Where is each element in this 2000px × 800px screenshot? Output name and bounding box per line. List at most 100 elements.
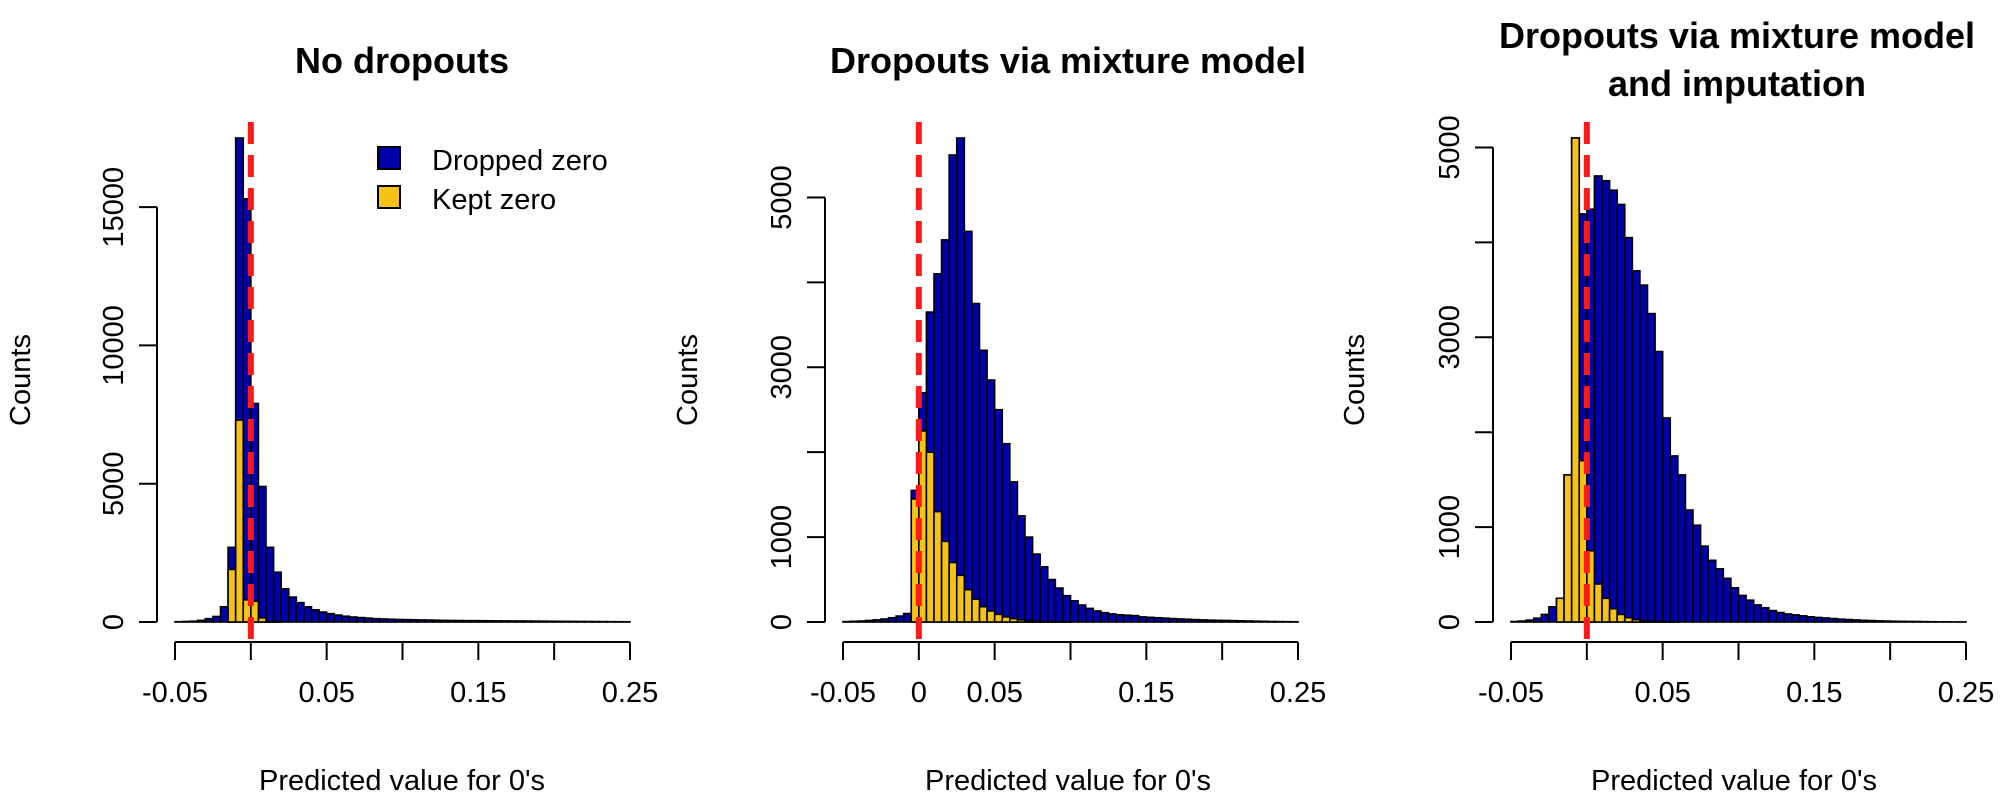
dropped-zero-bars (1510, 137, 1967, 623)
bar-dropped-zero (341, 615, 351, 623)
bar-dropped-zero (1836, 618, 1846, 623)
y-tick-label: 5000 (98, 451, 130, 516)
bar-dropped-zero (568, 620, 578, 623)
x-tick-label: 0.05 (298, 677, 354, 709)
bar-dropped-zero (1608, 189, 1618, 623)
bar-dropped-zero (560, 620, 571, 623)
bar-dropped-zero (1024, 536, 1034, 623)
kept-zero-bars (910, 430, 1072, 623)
bar-dropped-zero (1783, 613, 1793, 623)
y-tick-label: 3000 (1434, 305, 1466, 370)
bar-dropped-zero (1251, 620, 1261, 623)
y-tick-label: 0 (766, 614, 798, 630)
bar-kept-zero (1039, 620, 1049, 623)
bar-dropped-zero (1160, 617, 1170, 623)
y-tick-label: 15000 (98, 167, 130, 248)
x-tick-label: 0.05 (1634, 677, 1690, 709)
axes: 0 1000 3000 5000 -0.05 0 0.05 0.15 0.25 (766, 165, 1326, 709)
bar-dropped-zero (287, 596, 298, 623)
x-tick-label: -0.05 (142, 677, 208, 709)
legend-swatch-kept-zero (377, 185, 401, 209)
bar-dropped-zero (181, 620, 191, 623)
bar-dropped-zero (1843, 618, 1854, 623)
x-tick-label: -0.05 (1478, 677, 1544, 709)
bar-dropped-zero (1616, 203, 1626, 623)
bar-dropped-zero (1722, 577, 1732, 623)
bar-dropped-zero (409, 618, 419, 623)
bar-kept-zero (1578, 459, 1588, 623)
bar-dropped-zero (295, 601, 305, 623)
x-tick-label: 0.25 (1270, 677, 1326, 709)
bar-kept-zero (1009, 617, 1019, 623)
y-axis-label: Counts (672, 334, 704, 426)
bar-dropped-zero (219, 605, 229, 623)
bar-dropped-zero (1760, 606, 1770, 623)
bar-dropped-zero (1768, 609, 1778, 623)
bar-dropped-zero (971, 302, 981, 623)
bar-dropped-zero (1752, 604, 1763, 623)
bar-dropped-zero (204, 617, 214, 623)
bar-dropped-zero (1540, 613, 1550, 623)
bar-dropped-zero (325, 612, 336, 623)
bar-kept-zero (933, 510, 943, 623)
bar-dropped-zero (1137, 616, 1148, 623)
bar-dropped-zero (1100, 611, 1110, 623)
bar-dropped-zero (1244, 620, 1254, 623)
bar-dropped-zero (447, 619, 457, 623)
bar-dropped-zero (1745, 599, 1755, 623)
panel-no-dropouts: No dropouts Predicted value for 0's Coun… (5, 40, 658, 797)
x-tick-label: 0.15 (1118, 677, 1174, 709)
bar-dropped-zero (1107, 613, 1117, 623)
bar-kept-zero (1563, 474, 1573, 623)
bar-dropped-zero (257, 485, 267, 623)
legend-label-dropped-zero: Dropped zero (432, 145, 608, 177)
bar-dropped-zero (1532, 617, 1543, 623)
bar-dropped-zero (462, 619, 472, 623)
bar-dropped-zero (895, 615, 905, 623)
bar-dropped-zero (1661, 417, 1672, 623)
bar-dropped-zero (1259, 620, 1269, 623)
bar-dropped-zero (1517, 620, 1527, 623)
bar-dropped-zero (523, 620, 533, 623)
bar-kept-zero (1555, 597, 1565, 623)
bar-kept-zero (1608, 607, 1618, 623)
bar-dropped-zero (978, 349, 988, 623)
bar-dropped-zero (1813, 616, 1823, 623)
chart-title-line: and imputation (1608, 63, 1866, 104)
bar-dropped-zero (1692, 524, 1702, 623)
bar-dropped-zero (1654, 350, 1664, 623)
bar-dropped-zero (371, 617, 381, 623)
bar-kept-zero (234, 419, 245, 623)
bar-dropped-zero (1168, 617, 1178, 623)
bar-dropped-zero (1874, 620, 1884, 623)
bar-dropped-zero (196, 619, 207, 623)
bar-dropped-zero (1548, 606, 1558, 623)
bar-dropped-zero (902, 612, 913, 623)
bar-dropped-zero (1175, 618, 1186, 623)
bar-dropped-zero (1206, 619, 1216, 623)
bar-kept-zero (1024, 619, 1034, 623)
bar-kept-zero (940, 540, 950, 623)
bar-dropped-zero (1601, 179, 1611, 623)
bar-dropped-zero (1092, 610, 1102, 623)
bar-kept-zero (963, 588, 973, 623)
bar-dropped-zero (1677, 474, 1687, 623)
bar-dropped-zero (1039, 566, 1049, 623)
bar-dropped-zero (1213, 619, 1223, 623)
bar-dropped-zero (1889, 620, 1899, 623)
bar-kept-zero (1593, 583, 1603, 623)
bar-kept-zero (1601, 597, 1611, 623)
bar-kept-zero (948, 561, 958, 623)
bar-dropped-zero (993, 408, 1004, 623)
legend: Dropped zero Kept zero (377, 145, 608, 216)
bar-kept-zero (993, 613, 1004, 623)
axes: 0 1000 3000 5000 -0.05 0.05 0.15 0.25 (1434, 115, 1994, 709)
bar-dropped-zero (1183, 618, 1193, 623)
legend-label-kept-zero: Kept zero (432, 184, 556, 216)
y-axis-label: Counts (1339, 334, 1371, 426)
y-tick-label: 5000 (766, 165, 798, 230)
bar-dropped-zero (439, 619, 449, 623)
bar-dropped-zero (1191, 618, 1201, 623)
bar-dropped-zero (1684, 509, 1694, 623)
bar-kept-zero (227, 568, 237, 623)
